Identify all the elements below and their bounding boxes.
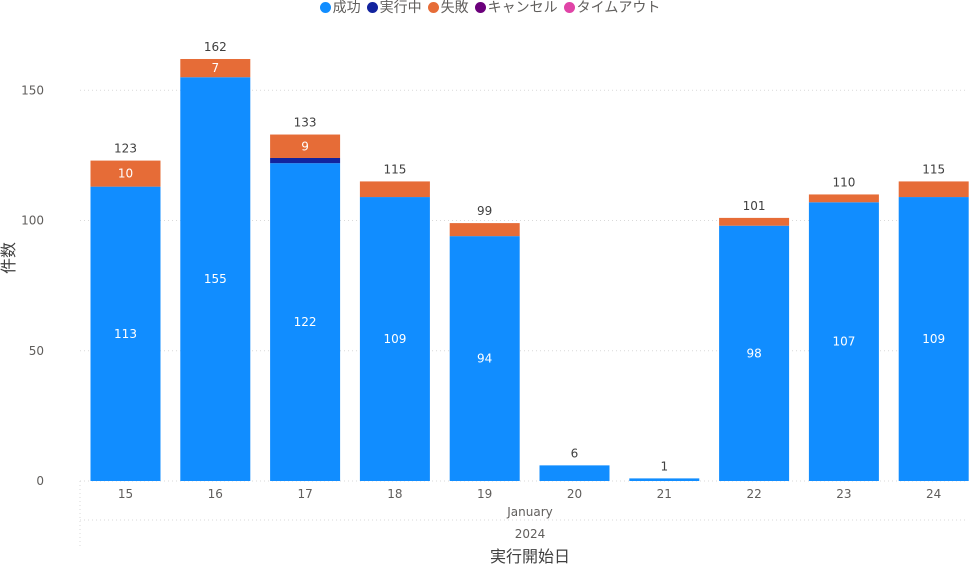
bar-segment[interactable]	[629, 478, 700, 481]
bar-data-label: 94	[477, 352, 492, 366]
bar-data-label: 155	[204, 272, 227, 286]
bar-segment[interactable]	[539, 465, 610, 481]
total-label: 115	[922, 162, 945, 176]
bar-data-label: 122	[294, 315, 317, 329]
bar-data-label: 7	[211, 61, 219, 75]
x-axis-month-label: January	[506, 505, 553, 519]
legend-item-timeout[interactable]: タイムアウト	[563, 0, 661, 17]
y-tick-label: 50	[29, 344, 44, 358]
x-tick-label: 19	[477, 487, 492, 501]
bar-layer	[90, 58, 969, 481]
bar-segment[interactable]	[270, 157, 341, 164]
x-tick-label: 17	[297, 487, 312, 501]
legend-item-success[interactable]: 成功	[319, 0, 361, 17]
legend-dot-success	[319, 1, 331, 13]
bar-data-label: 109	[922, 332, 945, 346]
x-tick-label: 22	[746, 487, 761, 501]
legend-label-timeout: タイムアウト	[576, 0, 661, 16]
bar-segment[interactable]	[449, 223, 520, 237]
total-label: 101	[743, 199, 766, 213]
legend-dot-cancel	[474, 1, 486, 13]
legend-item-cancel[interactable]: キャンセル	[474, 0, 558, 17]
legend-item-running[interactable]: 実行中	[366, 0, 422, 17]
y-tick-label: 100	[21, 214, 44, 228]
total-label: 1	[660, 459, 668, 473]
total-label: 133	[294, 116, 317, 130]
x-tick-label: 21	[657, 487, 672, 501]
bar-data-label: 98	[746, 346, 761, 360]
bar-segment[interactable]	[359, 181, 430, 198]
bar-segment[interactable]	[719, 217, 790, 226]
y-tick-label: 0	[36, 474, 44, 488]
x-tick-label: 18	[387, 487, 402, 501]
chart-legend: 成功 実行中 失敗 キャンセル タイムアウト	[0, 0, 980, 17]
total-label: 115	[383, 162, 406, 176]
total-label: 110	[832, 175, 855, 189]
bar-segment[interactable]	[270, 134, 341, 158]
legend-item-failed[interactable]: 失敗	[427, 0, 469, 17]
bar-data-label: 10	[118, 167, 133, 181]
legend-label-success: 成功	[332, 0, 361, 16]
legend-dot-failed	[427, 1, 439, 13]
x-tick-label: 20	[567, 487, 582, 501]
bar-segment[interactable]	[270, 163, 341, 481]
x-tick-label: 15	[118, 487, 133, 501]
x-axis-year-label: 2024	[515, 527, 546, 541]
y-axis-title: 件数	[0, 242, 18, 274]
legend-dot-running	[366, 1, 378, 13]
total-label: 123	[114, 142, 137, 156]
bar-segment[interactable]	[90, 186, 161, 481]
bar-segment[interactable]	[180, 58, 251, 78]
bar-segment[interactable]	[808, 202, 879, 481]
x-tick-label: 16	[208, 487, 223, 501]
bar-segment[interactable]	[898, 197, 969, 481]
total-label: 99	[477, 204, 492, 218]
bar-segment[interactable]	[449, 236, 520, 481]
bar-segment[interactable]	[359, 197, 430, 481]
bar-segment[interactable]	[719, 225, 790, 481]
legend-dot-timeout	[563, 1, 575, 13]
legend-label-running: 実行中	[379, 0, 422, 16]
bar-data-label: 109	[383, 332, 406, 346]
bar-segment[interactable]	[180, 77, 251, 481]
bar-data-label: 9	[301, 139, 309, 153]
x-tick-label: 24	[926, 487, 941, 501]
legend-label-cancel: キャンセル	[487, 0, 558, 16]
y-tick-label: 150	[21, 83, 44, 97]
bar-segment[interactable]	[898, 181, 969, 198]
x-axis-title: 実行開始日	[490, 547, 570, 565]
x-tick-label: 23	[836, 487, 851, 501]
legend-label-failed: 失敗	[440, 0, 469, 16]
bar-segment[interactable]	[808, 194, 879, 203]
total-label: 6	[571, 446, 579, 460]
total-label: 162	[204, 40, 227, 54]
bar-segment[interactable]	[90, 160, 161, 187]
bar-data-label: 107	[832, 335, 855, 349]
bar-data-label: 113	[114, 327, 137, 341]
